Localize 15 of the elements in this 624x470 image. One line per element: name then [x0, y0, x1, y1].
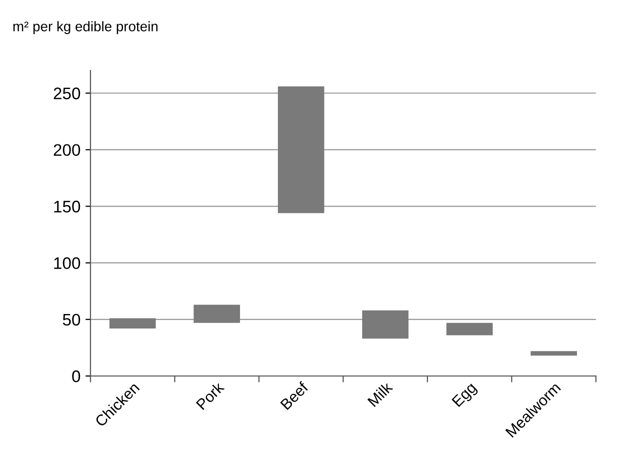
- y-tick-label: 50: [62, 314, 80, 326]
- y-tick-label: 200: [54, 144, 80, 156]
- y-tick-label: 100: [54, 257, 80, 270]
- bar: [362, 310, 408, 339]
- x-tick-label: Milk: [367, 380, 394, 408]
- x-tick-label: Egg: [452, 382, 479, 410]
- bar: [278, 86, 324, 214]
- y-tick-label: 0: [72, 370, 80, 382]
- bar: [194, 304, 240, 323]
- y-tick-label: 150: [54, 200, 80, 212]
- bar: [446, 322, 493, 336]
- y-tick-label: 250: [54, 88, 80, 100]
- bar: [109, 318, 156, 328]
- y-axis-title: m² per kg edible protein: [13, 21, 158, 34]
- bar: [530, 351, 577, 356]
